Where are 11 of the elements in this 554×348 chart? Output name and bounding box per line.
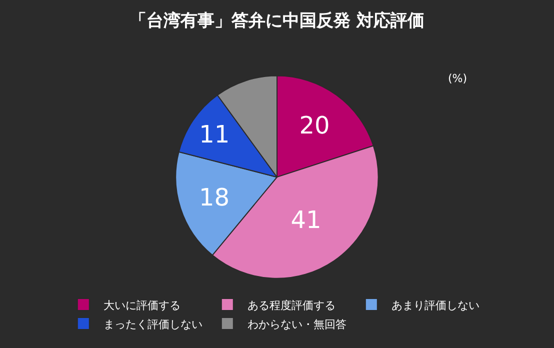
chart-title: 「台湾有事」答弁に中国反発 対応評価 <box>130 10 424 31</box>
legend-label: わからない・無回答 <box>247 318 346 331</box>
legend-label: まったく評価しない <box>103 318 202 331</box>
data-label: 18 <box>198 183 230 212</box>
data-label: 41 <box>290 206 322 234</box>
text: (%) <box>448 72 468 85</box>
data-label: 11 <box>199 120 230 149</box>
legend-label: ある程度評価する <box>247 298 336 312</box>
legend-label: 大いに評価する <box>103 298 180 312</box>
data-label: 20 <box>299 111 330 140</box>
legend-label: あまり評価しない <box>391 298 480 312</box>
